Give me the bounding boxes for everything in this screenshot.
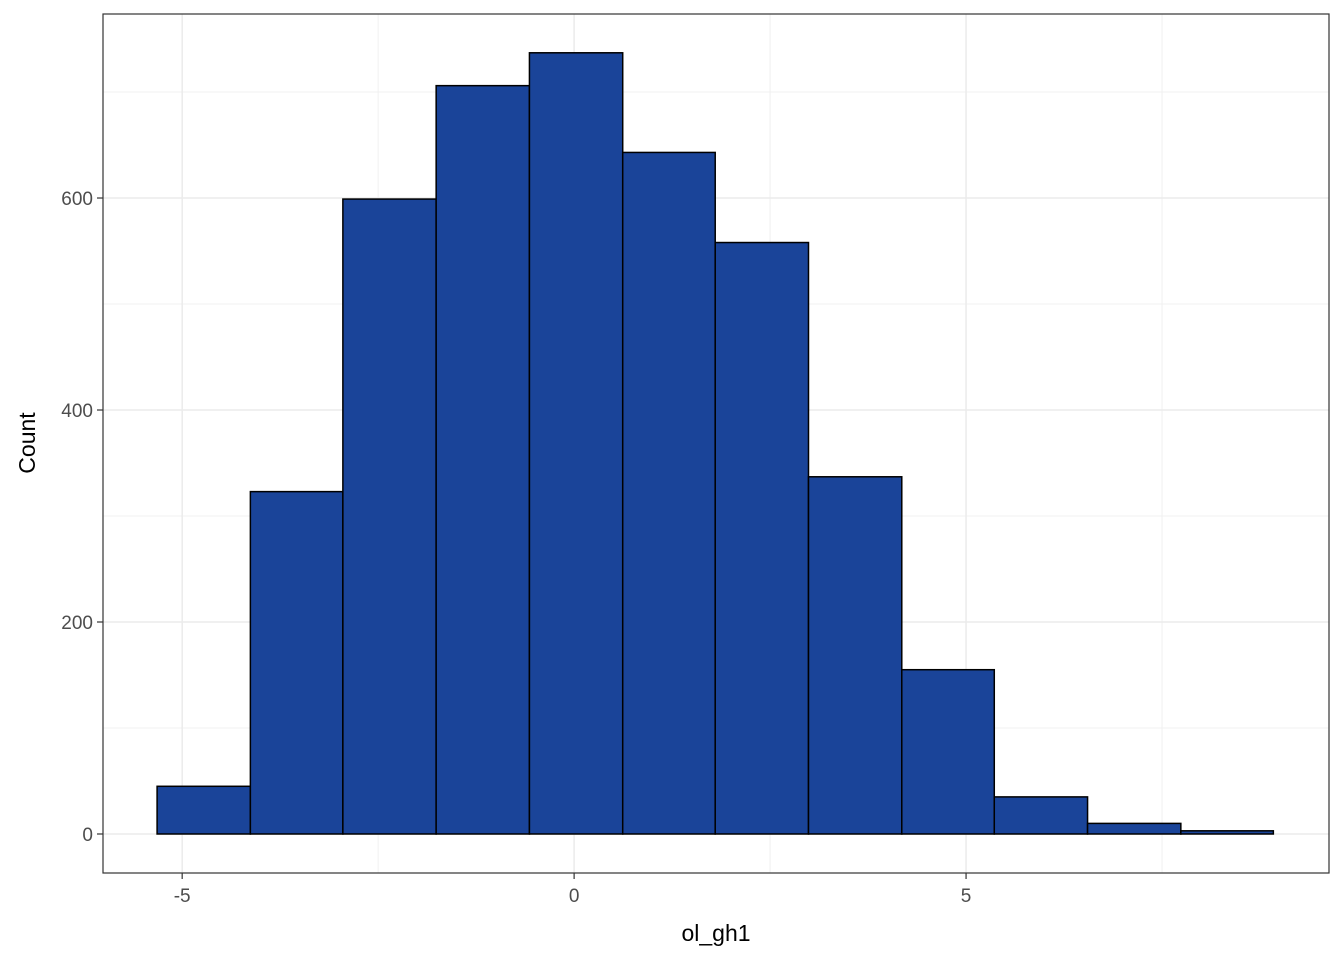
y-axis-title: Count [14,412,40,474]
x-tick-label: 0 [569,886,580,907]
panel-border [102,13,1330,874]
x-axis-title: ol_gh1 [681,920,750,946]
y-tick-label: 400 [61,401,93,422]
bar [342,198,437,835]
y-tick-label: 0 [82,825,93,846]
bar [435,84,531,835]
x-tick-label: -5 [174,886,191,907]
bar [1086,822,1182,835]
bar [714,241,810,835]
axes: 0 200 400 600 -5 0 5 [61,189,971,907]
bar [156,785,252,835]
bar [901,668,996,835]
bar [249,490,344,835]
bars [156,52,1275,835]
x-tick-label: 5 [961,886,972,907]
bar [528,52,624,835]
bar [1180,830,1275,835]
bar [621,151,716,835]
bar [807,476,903,835]
y-tick-label: 600 [61,189,93,210]
bar [993,796,1089,835]
y-tick-label: 200 [61,613,93,634]
